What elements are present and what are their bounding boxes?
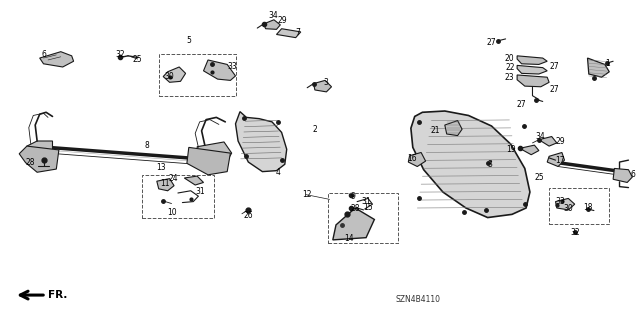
Text: 17: 17 [556,156,565,165]
Text: 30: 30 [164,72,175,81]
Text: 29: 29 [556,137,565,146]
Text: 33: 33 [556,197,565,206]
Text: 7: 7 [295,28,300,37]
Polygon shape [27,141,52,156]
Text: 27: 27 [549,63,559,71]
Text: 22: 22 [505,63,515,72]
Text: 27: 27 [516,100,526,109]
Polygon shape [556,198,575,210]
Text: 28: 28 [351,204,360,213]
Text: 27: 27 [486,38,496,47]
Polygon shape [197,142,232,166]
Polygon shape [157,179,174,191]
Text: 3: 3 [488,160,493,169]
Polygon shape [19,146,59,172]
Text: 25: 25 [132,55,143,63]
Polygon shape [517,56,547,64]
Text: 5: 5 [186,36,191,45]
Polygon shape [333,208,374,240]
Polygon shape [588,58,609,77]
Text: 11: 11 [161,179,170,188]
Polygon shape [517,65,547,74]
Text: 25: 25 [534,173,544,182]
Text: FR.: FR. [48,290,67,300]
Bar [328,193,398,243]
Text: 30: 30 [563,204,573,213]
Bar [549,188,609,224]
Text: 20: 20 [505,54,515,63]
Text: 4: 4 [275,168,280,177]
Polygon shape [40,52,74,67]
Text: 31: 31 [195,187,205,196]
Text: 19: 19 [506,145,516,154]
Text: 23: 23 [505,73,515,82]
Polygon shape [163,67,186,82]
Text: 34: 34 [269,11,278,20]
Text: 21: 21 [431,126,440,135]
Bar [159,54,236,96]
Text: 32: 32 [115,50,125,59]
Polygon shape [187,147,230,175]
Polygon shape [184,176,204,185]
Bar [142,175,214,218]
Polygon shape [517,75,549,87]
Polygon shape [411,111,530,218]
Text: 6: 6 [630,170,636,179]
Text: 8: 8 [145,141,150,150]
Text: 31: 31 [362,197,371,206]
Text: 1: 1 [605,59,609,68]
Polygon shape [314,80,332,92]
Polygon shape [236,112,287,172]
Polygon shape [264,20,280,29]
Text: 3: 3 [323,78,328,87]
Text: 18: 18 [584,204,593,212]
Text: 34: 34 [536,132,545,141]
Polygon shape [613,168,632,182]
Polygon shape [547,152,564,167]
Polygon shape [204,60,236,80]
Text: 9: 9 [351,192,356,201]
Text: 29: 29 [277,16,287,25]
Text: 33: 33 [227,62,237,71]
Polygon shape [520,145,539,155]
Text: 2: 2 [312,125,317,134]
Text: 32: 32 [570,228,580,237]
Polygon shape [445,121,462,136]
Text: 16: 16 [407,154,417,163]
Text: 14: 14 [344,234,354,243]
Polygon shape [408,152,426,167]
Text: 6: 6 [41,50,46,59]
Text: SZN4B4110: SZN4B4110 [396,295,440,304]
Text: 10: 10 [166,208,177,217]
Text: 27: 27 [549,85,559,94]
Text: 26: 26 [243,211,253,220]
Text: 28: 28 [26,158,35,167]
Polygon shape [276,29,301,38]
Text: 24: 24 [168,174,178,182]
Text: 15: 15 [363,204,372,212]
Text: 12: 12 [302,190,312,199]
Polygon shape [539,137,557,146]
Text: 13: 13 [156,163,166,172]
